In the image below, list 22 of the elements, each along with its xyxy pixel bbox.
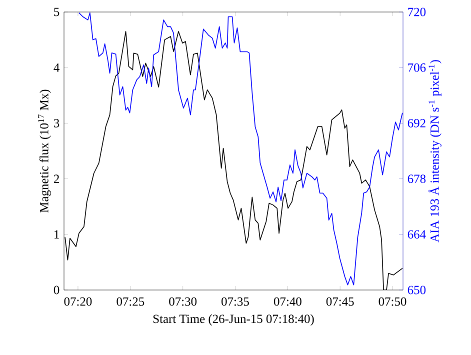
x-tick-label: 07:50 xyxy=(378,297,406,306)
x-tick-label: 07:45 xyxy=(326,297,354,306)
x-tick-label: 07:30 xyxy=(169,297,197,306)
y2-tick-label: 650 xyxy=(408,286,426,294)
y-tick-label: 2 xyxy=(54,174,59,183)
y-tick-label: 0 xyxy=(54,286,60,294)
y-tick-label: 3 xyxy=(54,119,60,128)
y-tick-label: 1 xyxy=(54,230,59,239)
y-tick-label: 5 xyxy=(54,8,60,16)
y-tick-label: 4 xyxy=(54,63,60,72)
y2-tick-label: 664 xyxy=(408,230,426,239)
x-axis-title: Start Time (26-Jun-15 07:18:40) xyxy=(153,314,314,326)
y2-tick-label: 720 xyxy=(408,8,426,16)
x-tick-label: 07:40 xyxy=(274,297,302,306)
y2-tick-label: 692 xyxy=(408,119,426,128)
x-tick-label: 07:20 xyxy=(64,297,92,306)
y2-tick-label: 678 xyxy=(408,174,426,184)
x-tick-label: 07:25 xyxy=(116,297,144,306)
y-axis-title: Magnetic flux (10$^{17}$ Mx) xyxy=(38,90,51,212)
y2-tick-label: 706 xyxy=(408,63,426,72)
y2-axis-title: AIA 193 Å intensity (DN s$^{-1}$ pixel$^{-1}$) xyxy=(428,60,442,242)
x-tick-label: 07:35 xyxy=(222,297,249,306)
